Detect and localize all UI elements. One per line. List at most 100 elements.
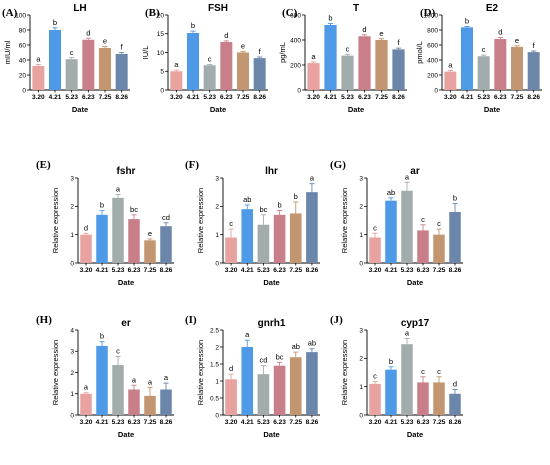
bar-5-23	[341, 55, 354, 90]
x-tick-label: 4.21	[241, 419, 254, 426]
chart-panel-9: (I) gnrh1 Relative expression Date 0 0.5 1 1.5 2…	[185, 314, 320, 439]
significance-label: a	[310, 174, 315, 183]
x-tick-label: 7.25	[144, 267, 157, 274]
x-tick-label: 5.23	[112, 419, 125, 426]
x-tick-label: 4.21	[385, 419, 398, 426]
significance-label: cd	[259, 356, 267, 365]
y-tick-label: 1	[359, 384, 363, 391]
bar-8-26	[306, 352, 318, 415]
bar-5-23	[65, 59, 78, 90]
y-tick-label: 20	[19, 72, 27, 79]
bar-8-26	[392, 49, 405, 90]
y-tick-label: 10	[157, 50, 165, 57]
x-tick-label: 8.26	[527, 94, 540, 101]
significance-label: ab	[243, 195, 251, 204]
significance-label: b	[191, 21, 195, 30]
x-tick-label: 3.20	[170, 94, 183, 101]
significance-label: c	[229, 219, 233, 228]
significance-label: b	[277, 201, 281, 210]
x-axis-label: Date	[484, 105, 500, 114]
x-tick-label: 8.26	[160, 267, 173, 274]
y-tick-label: 5	[160, 69, 164, 76]
bar-8-26	[160, 226, 172, 263]
significance-label: cd	[162, 213, 170, 222]
bar-3-20	[444, 71, 457, 90]
x-axis-label: Date	[263, 430, 279, 439]
x-tick-label: 5.23	[65, 94, 78, 101]
panel-letter: (H)	[36, 314, 52, 326]
x-tick-label: 4.21	[385, 267, 398, 274]
x-tick-label: 7.25	[144, 419, 157, 426]
chart-panel-5: (E) fshr Relative expression Date 0 1 2 3 d 3.20 b…	[36, 159, 174, 287]
significance-label: d	[498, 28, 502, 37]
y-tick-label: 0	[434, 87, 438, 94]
bar-7-25	[375, 40, 388, 90]
chart-title: er	[121, 318, 131, 329]
x-tick-label: 6.23	[82, 94, 95, 101]
bar-6-23	[273, 365, 286, 415]
chart-panel-4: (D) E2 pmol/L Date 0 200 400 600 800 1000 a 3.20 b 4.…	[415, 3, 542, 114]
significance-label: d	[86, 28, 90, 37]
y-tick-label: 600	[290, 12, 301, 19]
bar-4-21	[461, 27, 473, 90]
y-tick-label: 0.5	[210, 395, 219, 402]
significance-label: e	[241, 41, 245, 50]
significance-label: c	[346, 44, 350, 53]
x-tick-label: 8.26	[449, 419, 462, 426]
x-tick-label: 4.21	[187, 94, 200, 101]
x-tick-label: 7.25	[433, 419, 446, 426]
significance-label: c	[208, 55, 212, 64]
significance-label: c	[437, 219, 441, 228]
significance-label: a	[164, 373, 169, 382]
bar-4-21	[241, 209, 254, 263]
y-tick-label: 3	[359, 175, 363, 182]
y-axis-label: mIU/ml	[3, 40, 12, 64]
significance-label: ab	[308, 339, 316, 348]
y-tick-label: 20	[157, 12, 165, 19]
significance-label: e	[103, 37, 107, 46]
bar-3-20	[307, 63, 320, 90]
panel-letter: (D)	[420, 7, 436, 19]
x-tick-label: 8.26	[306, 419, 319, 426]
x-tick-label: 6.23	[417, 419, 430, 426]
significance-label: c	[70, 48, 74, 57]
bar-5-23	[257, 224, 270, 263]
significance-label: d	[224, 31, 228, 40]
x-tick-label: 3.20	[369, 419, 382, 426]
significance-label: b	[465, 16, 469, 25]
bar-7-25	[511, 46, 523, 90]
x-tick-label: 7.25	[375, 94, 388, 101]
chart-title: fshr	[117, 166, 136, 177]
bar-5-23	[257, 374, 270, 415]
x-tick-label: 6.23	[273, 419, 286, 426]
panel-letter: (A)	[2, 7, 18, 19]
y-tick-label: 2.5	[210, 327, 219, 334]
y-axis-label: pg/mL	[278, 42, 287, 63]
y-tick-label: 2	[70, 370, 74, 377]
chart-title: lhr	[265, 166, 278, 177]
x-tick-label: 6.23	[494, 94, 507, 101]
significance-label: a	[148, 377, 153, 386]
bar-7-25	[433, 382, 445, 415]
bar-6-23	[417, 230, 429, 263]
x-tick-label: 4.21	[49, 94, 62, 101]
bar-8-26	[115, 54, 128, 90]
panel-letter: (B)	[145, 7, 160, 19]
y-tick-label: 2	[359, 204, 363, 211]
significance-label: e	[379, 29, 383, 38]
x-axis-label: Date	[118, 430, 134, 439]
x-axis-label: Date	[407, 430, 423, 439]
bar-3-20	[225, 237, 237, 263]
y-tick-label: 0	[359, 260, 363, 267]
y-tick-label: 400	[290, 37, 301, 44]
chart-panel-8: (H) er Relative expression Date 0 1 2 3 4 a 3.20 b 4…	[36, 314, 174, 439]
significance-label: a	[116, 184, 121, 193]
bar-3-20	[80, 393, 92, 415]
significance-label: bc	[259, 205, 267, 214]
x-tick-label: 3.20	[307, 94, 320, 101]
bar-6-23	[358, 36, 371, 90]
x-tick-label: 8.26	[392, 94, 405, 101]
bar-7-25	[433, 234, 445, 263]
